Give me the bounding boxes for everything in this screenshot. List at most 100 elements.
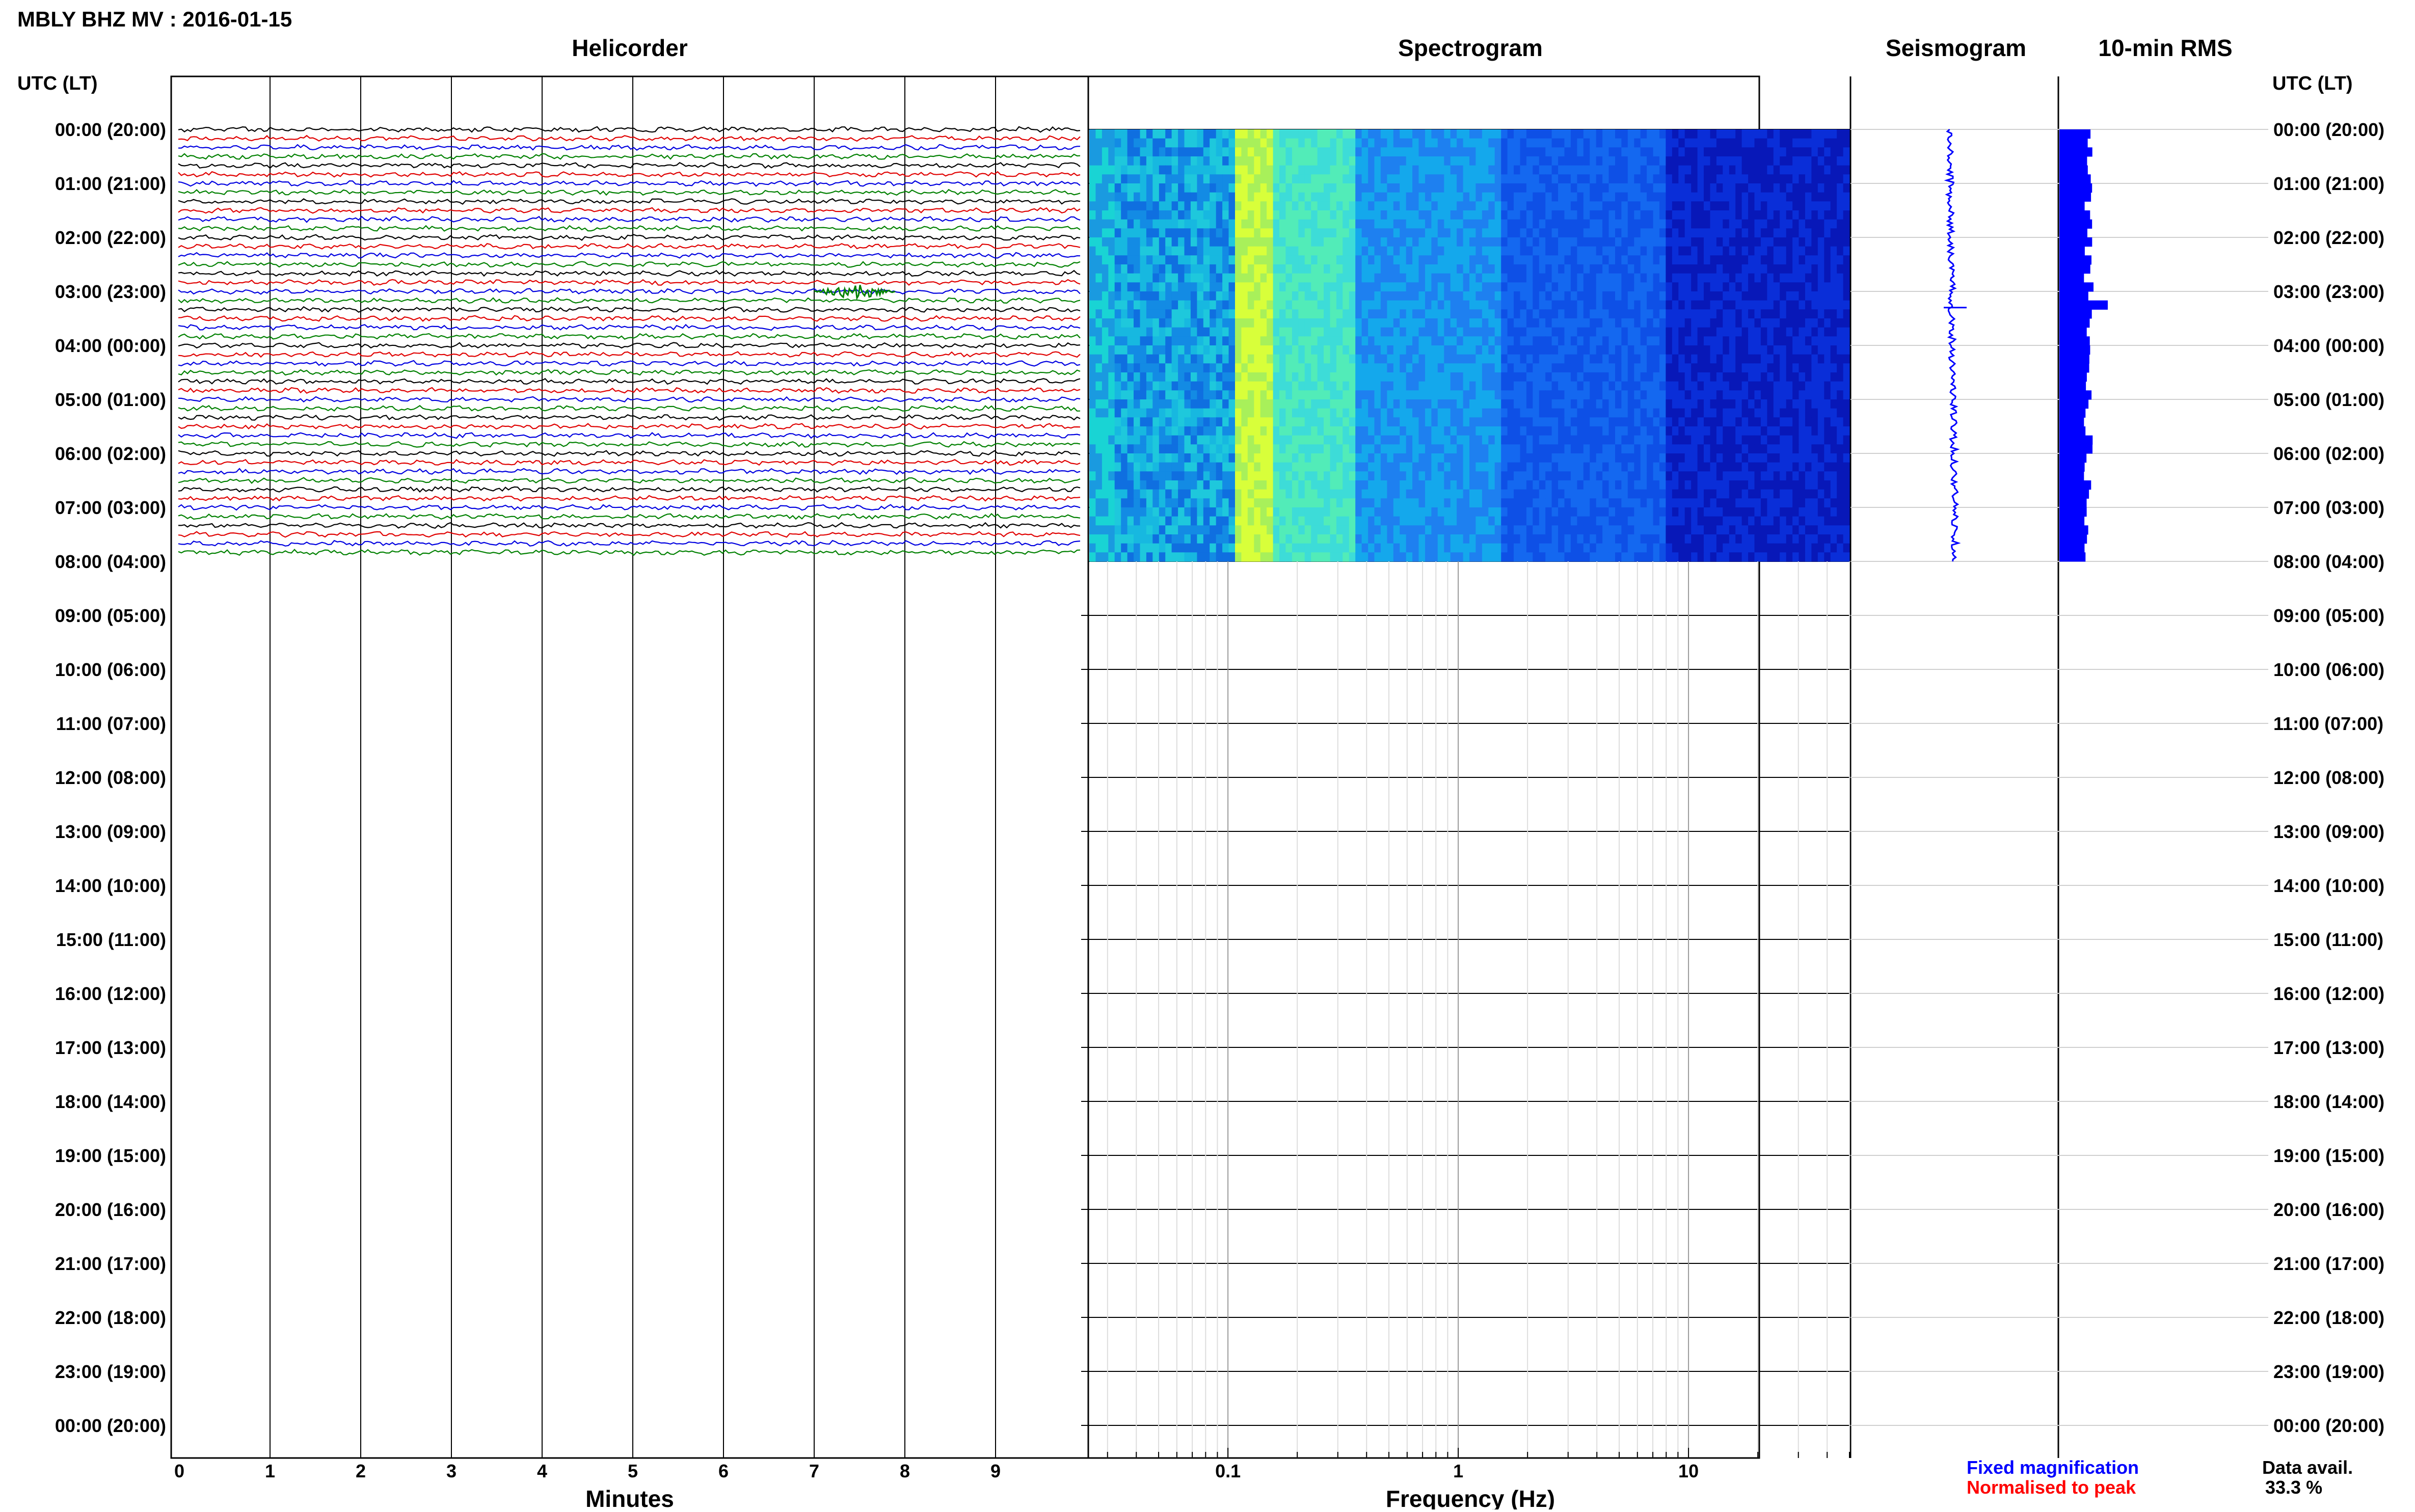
spectrogram-cell xyxy=(1577,363,1584,372)
spectrogram-cell xyxy=(1590,463,1596,472)
spectrogram-cell xyxy=(1704,436,1710,445)
spectrogram-cell xyxy=(1837,282,1843,291)
spectrogram-cell xyxy=(1584,372,1590,382)
spectrogram-cell xyxy=(1526,210,1533,220)
spectrogram-cell xyxy=(1824,237,1831,247)
spectrogram-cell xyxy=(1152,363,1159,372)
spectrogram-cell xyxy=(1533,444,1539,453)
spectrogram-cell xyxy=(1475,318,1482,328)
spectrogram-cell xyxy=(1121,228,1128,237)
spectrogram-cell xyxy=(1197,336,1203,345)
spectrogram-cell xyxy=(1128,147,1134,156)
spectrogram-cell xyxy=(1609,336,1616,345)
spectrogram-cell xyxy=(1248,436,1254,445)
spectrogram-cell xyxy=(1590,490,1596,499)
spectrogram-cell xyxy=(1210,210,1216,220)
spectrogram-cell xyxy=(1355,183,1362,193)
spectrogram-cell xyxy=(1406,255,1413,264)
spectrogram-cell xyxy=(1330,274,1337,283)
spectrogram-cell xyxy=(1355,264,1362,274)
spectrogram-cell xyxy=(1115,201,1121,210)
spectrogram-cell xyxy=(1755,264,1761,274)
spectrogram-cell xyxy=(1799,399,1806,409)
spectrogram-cell xyxy=(1659,156,1666,166)
spectrogram-cell xyxy=(1292,390,1299,399)
spectrogram-cell xyxy=(1203,129,1210,139)
spectrogram-cell xyxy=(1837,363,1843,372)
spectrogram-cell xyxy=(1381,318,1387,328)
spectrogram-cell xyxy=(1115,436,1121,445)
spectrogram-cell xyxy=(1229,309,1236,318)
spectrogram-cell xyxy=(1368,147,1375,156)
spectrogram-cell xyxy=(1419,409,1426,418)
spectrogram-cell xyxy=(1545,453,1552,463)
spectrogram-cell xyxy=(1659,336,1666,345)
spectrogram-cell xyxy=(1387,318,1393,328)
spectrogram-cell xyxy=(1381,409,1387,418)
spectrogram-cell xyxy=(1558,166,1565,175)
spectrogram-cell xyxy=(1685,201,1692,210)
spectrogram-cell xyxy=(1318,264,1324,274)
spectrogram-cell xyxy=(1698,309,1704,318)
spectrogram-cell xyxy=(1678,247,1685,256)
spectrogram-cell xyxy=(1260,193,1267,202)
spectrogram-cell xyxy=(1210,444,1216,453)
spectrogram-cell xyxy=(1571,363,1577,372)
spectrogram-cell xyxy=(1324,382,1330,391)
spectrogram-cell xyxy=(1368,193,1375,202)
spectrogram-cell xyxy=(1089,220,1096,229)
spectrogram-cell xyxy=(1799,264,1806,274)
spectrogram-cell xyxy=(1647,363,1653,372)
spectrogram-cell xyxy=(1729,237,1736,247)
spectrogram-cell xyxy=(1152,255,1159,264)
spectrogram-cell xyxy=(1596,471,1603,480)
spectrogram-cell xyxy=(1349,453,1356,463)
spectrogram-cell xyxy=(1216,372,1223,382)
spectrogram-cell xyxy=(1412,471,1419,480)
spectrogram-cell xyxy=(1425,390,1432,399)
spectrogram-cell xyxy=(1729,193,1736,202)
spectrogram-cell xyxy=(1659,318,1666,328)
spectrogram-cell xyxy=(1318,399,1324,409)
spectrogram-cell xyxy=(1089,309,1096,318)
spectrogram-cell xyxy=(1191,453,1197,463)
spectrogram-cell xyxy=(1146,390,1153,399)
spectrogram-cell xyxy=(1659,417,1666,426)
spectrogram-cell xyxy=(1089,156,1096,166)
spectrogram-cell xyxy=(1222,291,1229,301)
spectrogram-cell xyxy=(1343,444,1349,453)
spectrogram-cell xyxy=(1602,409,1609,418)
spectrogram-cell xyxy=(1185,426,1191,436)
spectrogram-cell xyxy=(1691,255,1698,264)
spectrogram-cell xyxy=(1457,399,1463,409)
spectrogram-cell xyxy=(1318,309,1324,318)
spectrogram-cell xyxy=(1780,291,1786,301)
spectrogram-cell xyxy=(1653,382,1660,391)
spectrogram-cell xyxy=(1254,372,1260,382)
spectrogram-cell xyxy=(1824,426,1831,436)
spectrogram-cell xyxy=(1191,193,1197,202)
spectrogram-cell xyxy=(1197,291,1203,301)
spectrogram-cell xyxy=(1140,228,1147,237)
spectrogram-cell xyxy=(1774,220,1780,229)
spectrogram-cell xyxy=(1678,426,1685,436)
spectrogram-cell xyxy=(1298,372,1305,382)
spectrogram-cell xyxy=(1710,390,1717,399)
spectrogram-cell xyxy=(1425,139,1432,148)
spectrogram-cell xyxy=(1305,372,1311,382)
spectrogram-cell xyxy=(1577,210,1584,220)
spectrogram-cell xyxy=(1349,264,1356,274)
spectrogram-cell xyxy=(1602,166,1609,175)
spectrogram-cell xyxy=(1501,264,1508,274)
spectrogram-cell xyxy=(1254,328,1260,337)
spectrogram-cell xyxy=(1222,382,1229,391)
spectrogram-cell xyxy=(1742,372,1749,382)
spectrogram-cell xyxy=(1362,382,1369,391)
spectrogram-cell xyxy=(1336,426,1343,436)
spectrogram-cell xyxy=(1229,390,1236,399)
spectrogram-cell xyxy=(1742,139,1749,148)
spectrogram-cell xyxy=(1222,247,1229,256)
spectrogram-cell xyxy=(1178,264,1185,274)
spectrogram-cell xyxy=(1843,372,1850,382)
spectrogram-cell xyxy=(1229,264,1236,274)
